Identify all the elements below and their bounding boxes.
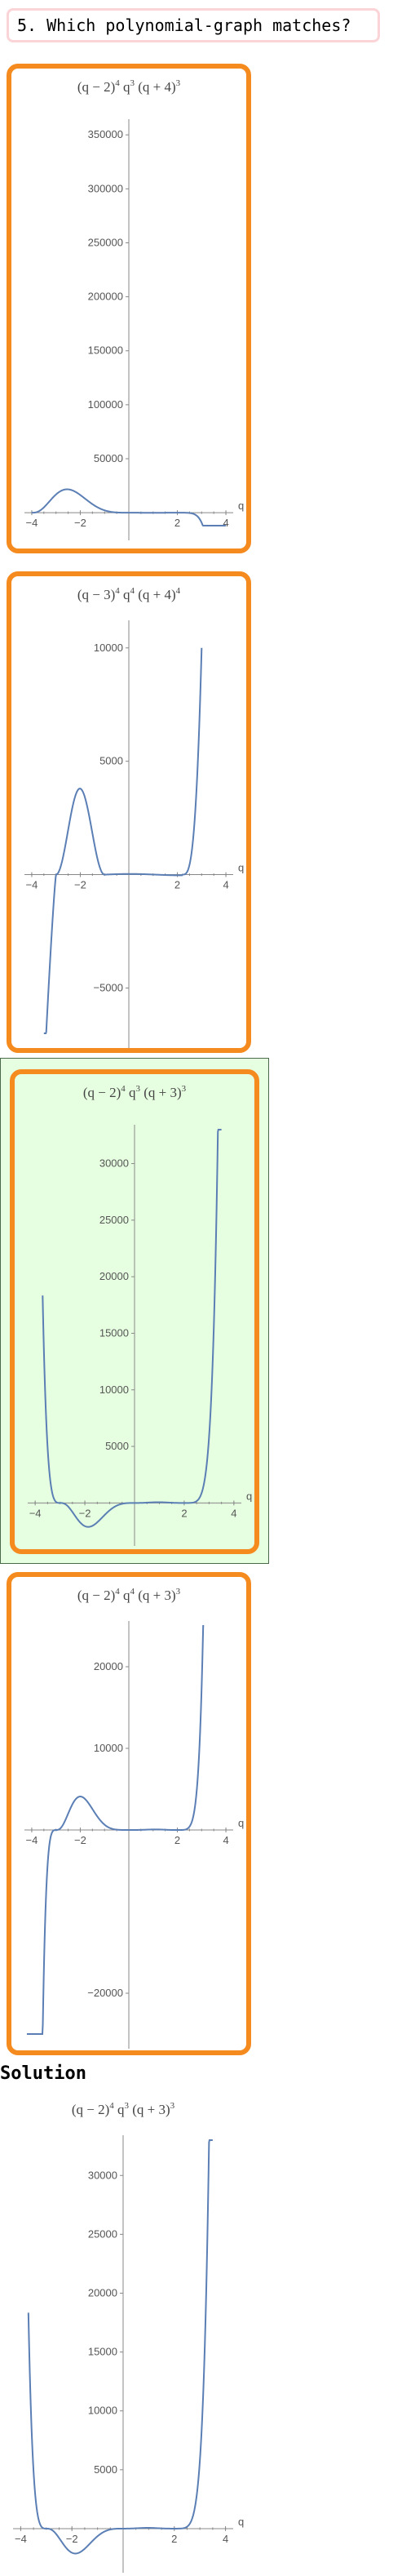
chart-title: (q − 2)4 q4 (q + 3)3 bbox=[77, 1587, 181, 1603]
y-tick-label: 5000 bbox=[94, 2463, 117, 2476]
x-tick-label: −4 bbox=[29, 1507, 42, 1519]
x-tick-label: 4 bbox=[223, 879, 228, 891]
x-tick-label: −4 bbox=[26, 879, 38, 891]
question-text: 5. Which polynomial-graph matches? bbox=[7, 8, 380, 42]
x-tick-label: −2 bbox=[74, 879, 86, 891]
chart-title: (q − 2)4 q3 (q + 3)3 bbox=[72, 2101, 175, 2117]
y-tick-label: 20000 bbox=[99, 1270, 129, 1282]
chart-option-2: (q − 3)4 q4 (q + 4)4 q −4 −2 2 4 −5000 5000 1000… bbox=[24, 586, 244, 1048]
y-tick-label: 10000 bbox=[88, 2405, 117, 2417]
x-axis-label: q bbox=[238, 862, 244, 874]
x-tick-label: 4 bbox=[223, 1834, 228, 1846]
chart-option-4: (q − 2)4 q4 (q + 3)3 q −4 −2 2 4 −20000 10000 20… bbox=[24, 1587, 244, 2049]
x-axis-label: q bbox=[238, 500, 244, 512]
y-tick-label: −20000 bbox=[87, 1987, 123, 1999]
x-tick-label: 4 bbox=[223, 517, 228, 529]
option-1[interactable]: (q − 2)4 q3 (q + 4)3 q −4 −2 2 4 50000 100000 15… bbox=[7, 64, 251, 553]
x-tick-label: −4 bbox=[15, 2533, 27, 2545]
y-tick-label: 30000 bbox=[88, 2169, 117, 2181]
x-tick-label: 4 bbox=[231, 1507, 236, 1519]
y-tick-label: 250000 bbox=[88, 236, 123, 248]
chart-title: (q − 3)4 q4 (q + 4)4 bbox=[77, 586, 181, 602]
x-tick-label: −2 bbox=[74, 517, 86, 529]
x-tick-label: −2 bbox=[74, 1834, 86, 1846]
y-tick-label: 50000 bbox=[94, 452, 123, 464]
series-line bbox=[26, 1625, 205, 2035]
chart-option-3: (q − 2)4 q3 (q + 3)3 q −4 −2 2 4 5000 10000 1500… bbox=[28, 1084, 252, 1546]
x-tick-label: −2 bbox=[79, 1507, 91, 1519]
option-2[interactable]: (q − 3)4 q4 (q + 4)4 q −4 −2 2 4 −5000 5000 1000… bbox=[7, 571, 251, 1053]
y-tick-label: 150000 bbox=[88, 344, 123, 357]
chart-title: (q − 2)4 q3 (q + 4)3 bbox=[77, 78, 181, 95]
x-axis-label: q bbox=[238, 2516, 244, 2528]
series-line bbox=[42, 1129, 222, 1528]
y-tick-label: 15000 bbox=[88, 2346, 117, 2358]
x-tick-label: 2 bbox=[171, 2533, 177, 2545]
y-tick-label: 25000 bbox=[88, 2227, 117, 2240]
y-tick-label: 10000 bbox=[94, 1742, 123, 1754]
y-tick-label: 10000 bbox=[94, 642, 123, 654]
x-tick-label: 2 bbox=[174, 517, 180, 529]
x-tick-label: 2 bbox=[174, 879, 180, 891]
y-tick-label: 10000 bbox=[99, 1383, 129, 1396]
x-tick-label: 4 bbox=[223, 2533, 228, 2545]
y-tick-label: 25000 bbox=[99, 1214, 129, 1226]
y-tick-label: 15000 bbox=[99, 1326, 129, 1339]
y-tick-label: 200000 bbox=[88, 291, 123, 303]
y-tick-label: 100000 bbox=[88, 398, 123, 411]
series-line bbox=[43, 647, 203, 1034]
chart-title: (q − 2)4 q3 (q + 3)3 bbox=[83, 1084, 187, 1100]
x-tick-label: 2 bbox=[181, 1507, 187, 1519]
y-tick-label: 20000 bbox=[88, 2286, 117, 2298]
y-tick-label: 30000 bbox=[99, 1157, 129, 1170]
option-3[interactable]: (q − 2)4 q3 (q + 3)3 q −4 −2 2 4 5000 10000 1500… bbox=[10, 1069, 259, 1554]
chart-option-1: (q − 2)4 q3 (q + 4)3 q −4 −2 2 4 50000 100000 15… bbox=[24, 78, 244, 540]
y-tick-label: 300000 bbox=[88, 182, 123, 194]
y-tick-label: 5000 bbox=[99, 755, 123, 767]
x-axis-label: q bbox=[238, 1817, 244, 1829]
y-tick-label: −5000 bbox=[93, 981, 123, 993]
solution-title: Solution bbox=[0, 2063, 86, 2084]
x-tick-label: −4 bbox=[26, 517, 38, 529]
y-tick-label: 20000 bbox=[94, 1660, 123, 1672]
option-4[interactable]: (q − 2)4 q4 (q + 3)3 q −4 −2 2 4 −20000 10000 20… bbox=[7, 1572, 251, 2055]
series-line bbox=[27, 2139, 213, 2555]
x-tick-label: −2 bbox=[66, 2533, 78, 2545]
x-tick-label: 2 bbox=[174, 1834, 180, 1846]
y-tick-label: 350000 bbox=[88, 128, 123, 140]
y-tick-label: 5000 bbox=[105, 1440, 129, 1452]
x-axis-label: q bbox=[246, 1490, 252, 1502]
x-tick-label: −4 bbox=[26, 1834, 38, 1846]
chart-solution: (q − 2)4 q3 (q + 3)3 q −4 −2 2 4 5000 10000 1500… bbox=[13, 2101, 244, 2573]
series-line bbox=[31, 488, 227, 526]
